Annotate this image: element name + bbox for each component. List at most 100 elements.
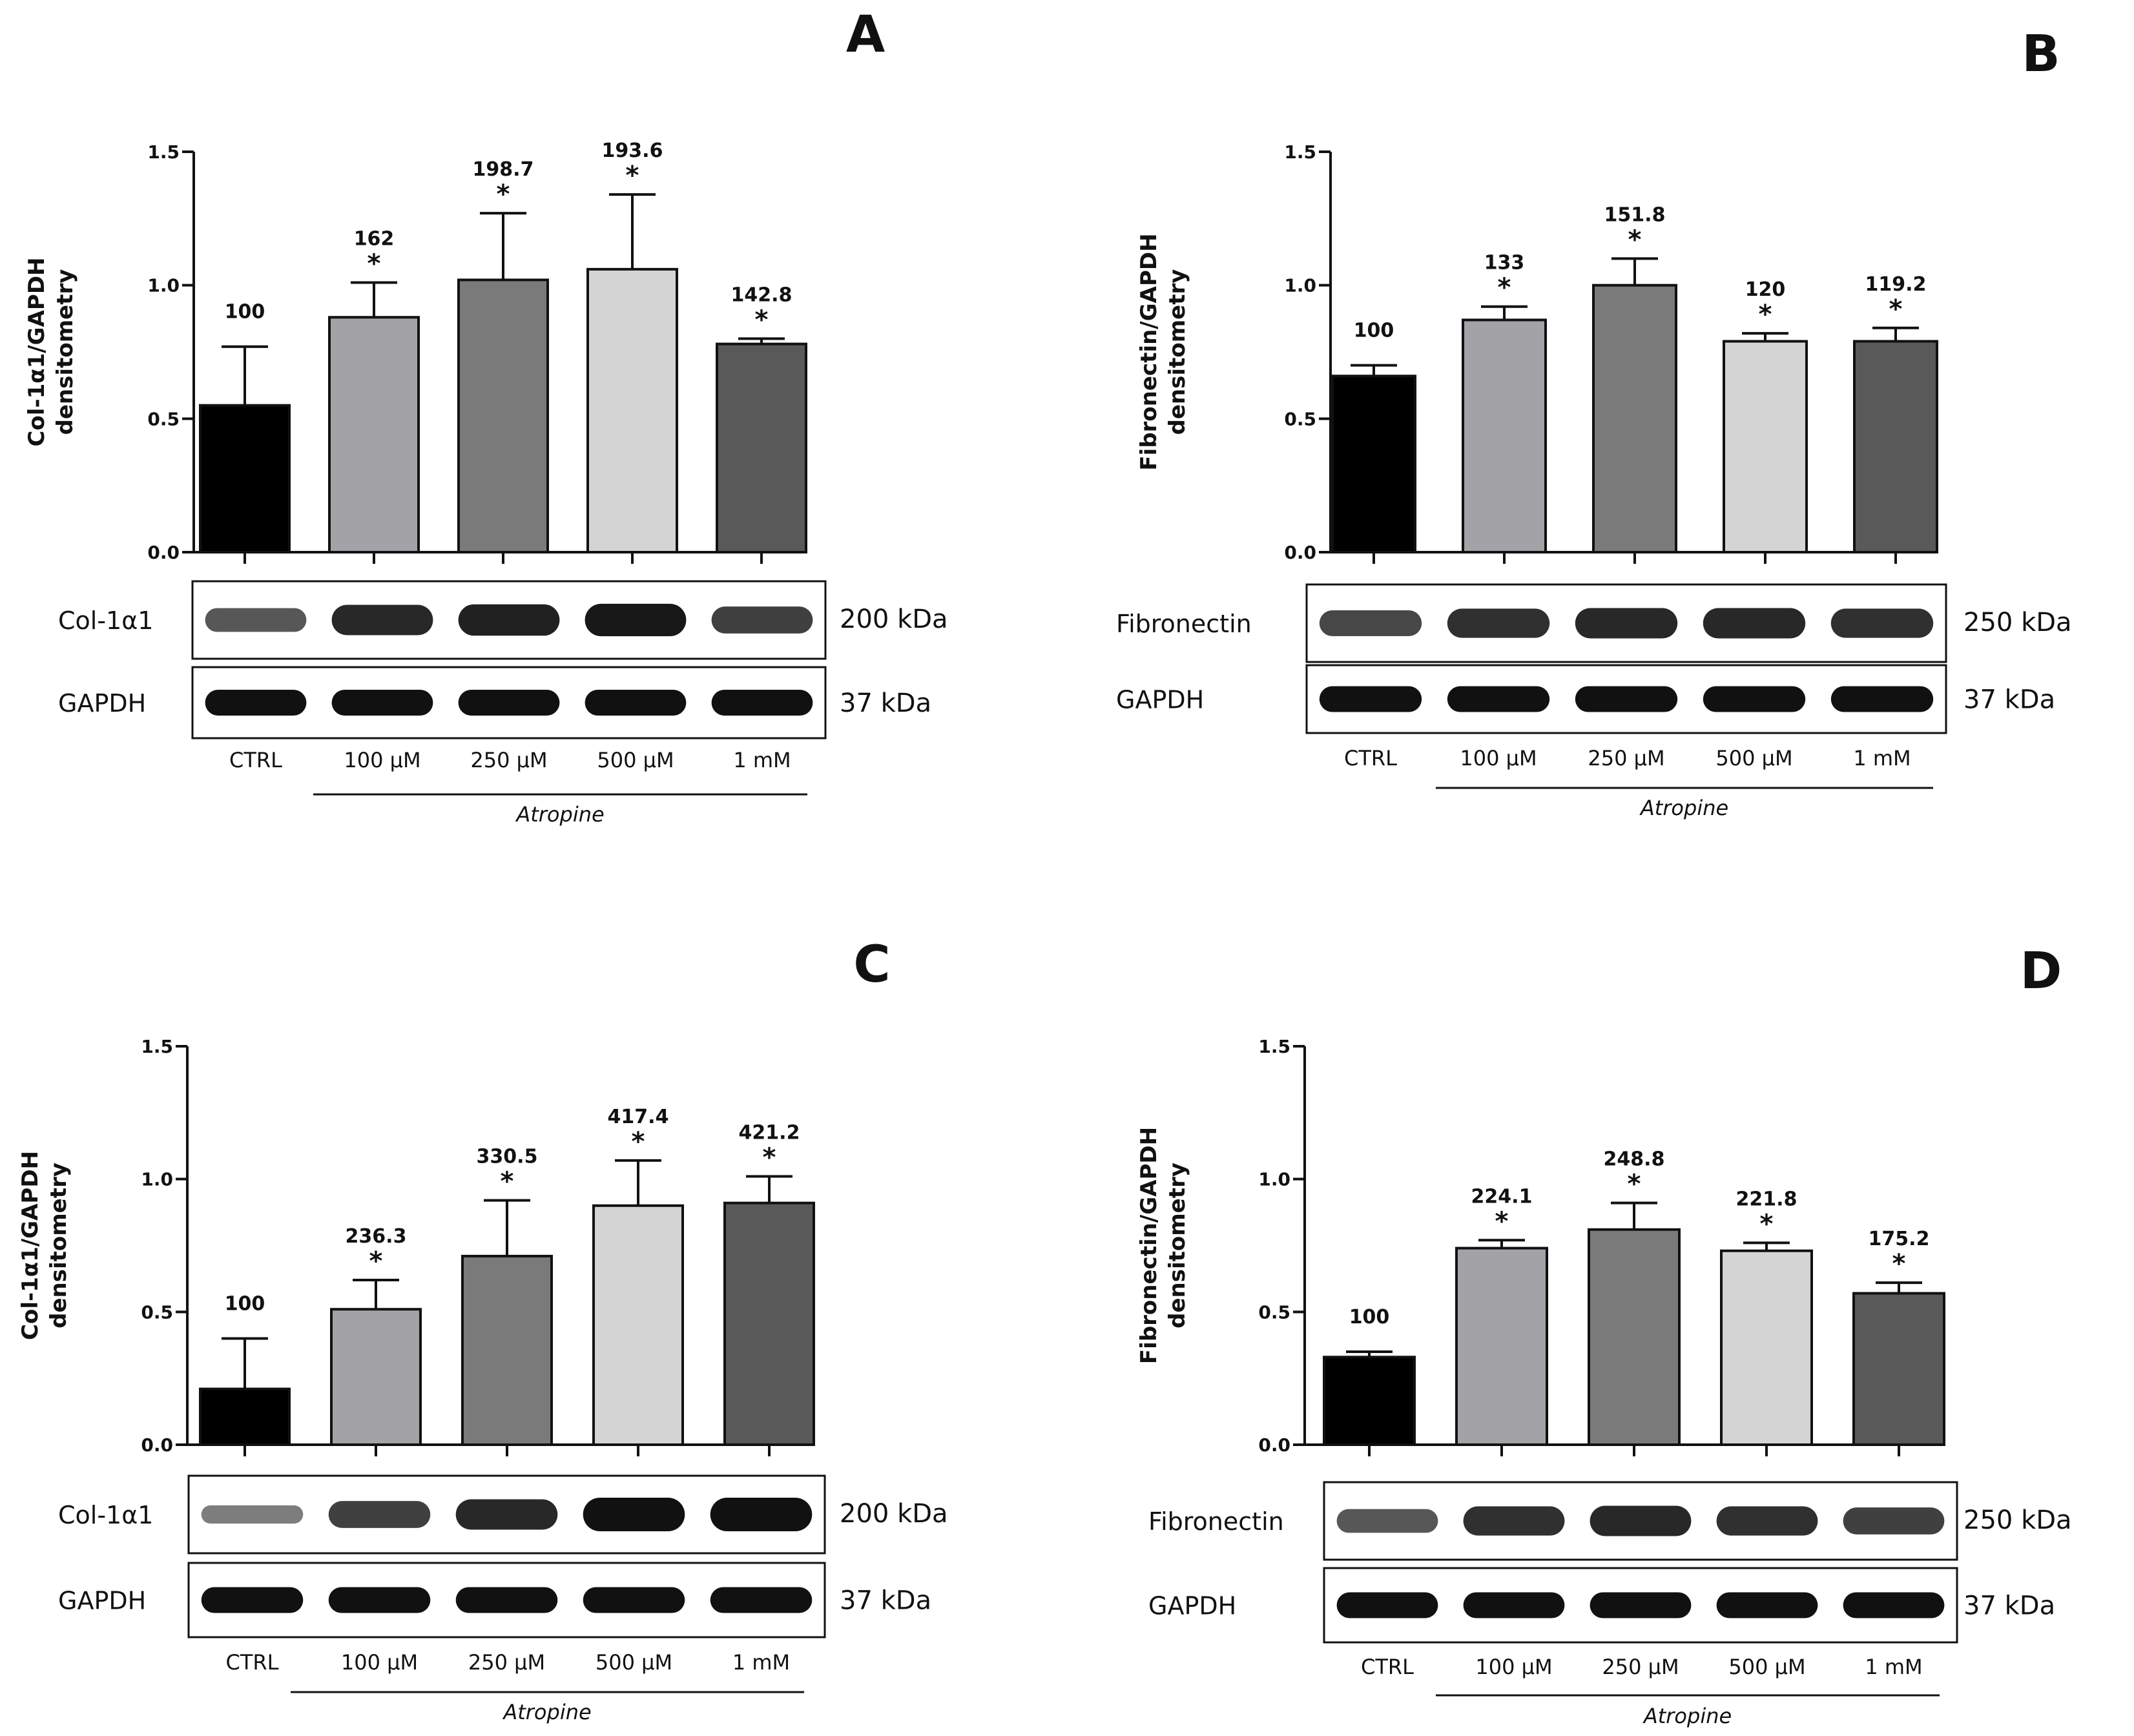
y-axis-label-line: densitometry: [46, 1162, 72, 1328]
category-label: 250 µM: [468, 1650, 545, 1675]
category-label: 1 mM: [1853, 746, 1911, 770]
significance-marker: *: [1628, 225, 1642, 254]
data-label: 330.5: [477, 1146, 538, 1168]
category-label: 100 µM: [1475, 1655, 1552, 1679]
significance-marker: *: [368, 249, 381, 279]
y-axis-label: Col-1α1/GAPDH densitometry: [17, 1151, 72, 1340]
data-label: 100: [225, 301, 265, 324]
significance-marker: *: [626, 161, 639, 191]
panel-a: A 0.0 0.5 1.0 1.5 Col-1α1/GAPDH densitometry 10…: [24, 6, 948, 827]
y-axis-label: Fibronectin/GAPDH densitometry: [1136, 1127, 1190, 1364]
significance-marker: *: [1889, 294, 1903, 324]
bar: [1455, 1246, 1548, 1446]
data-label: 100: [225, 1292, 265, 1315]
significance-marker: *: [632, 1127, 645, 1157]
y-axis-label-line: densitometry: [1165, 269, 1190, 435]
data-label: 175.2: [1869, 1228, 1930, 1250]
bar: [199, 404, 291, 554]
bar: [586, 267, 678, 553]
y-tick-label: 1.0: [1284, 275, 1316, 296]
y-tick-label: 0.0: [141, 1434, 173, 1456]
category-label: CTRL: [1361, 1655, 1414, 1679]
bar: [1592, 284, 1677, 553]
bar: [199, 1387, 291, 1447]
blot-band-target: [710, 1498, 813, 1531]
data-label: 421.2: [739, 1122, 800, 1144]
y-tick-label: 0.5: [147, 408, 180, 429]
blot-band-gapdh: [711, 690, 813, 716]
bar: [1462, 318, 1547, 553]
blot-band-gapdh: [205, 690, 307, 716]
data-label: 198.7: [473, 158, 534, 181]
data-label: 133: [1484, 252, 1525, 274]
treatment-label: Atropine: [1639, 796, 1728, 820]
category-label: 250 µM: [470, 748, 547, 772]
blot-band-target: [711, 606, 813, 634]
significance-marker: *: [1495, 1206, 1509, 1236]
bar: [1853, 340, 1938, 553]
panel-d: D 0.0 0.5 1.0 1.5 Fibronectin/GAPDH densitomet…: [1136, 942, 2072, 1728]
y-axis-label-line: Fibronectin/GAPDH: [1136, 1127, 1162, 1364]
blot-label-gapdh: GAPDH: [1148, 1592, 1236, 1620]
treatment-label: Atropine: [502, 1700, 591, 1724]
y-axis-label-line: Col-1α1/GAPDH: [17, 1151, 43, 1340]
blot-band-target: [458, 604, 560, 636]
data-label: 236.3: [346, 1225, 407, 1248]
panel-b: B 0.0 0.5 1.0 1.5 Fibronectin/GAPDH densitomet…: [1116, 25, 2072, 820]
panel-c: C 0.0 0.5 1.0 1.5 Col-1α1/GAPDH densitometry 10…: [17, 936, 948, 1724]
blot-band-target: [328, 1501, 431, 1528]
blot-label-target: Fibronectin: [1116, 610, 1252, 638]
y-tick-label: 0.0: [1284, 542, 1316, 563]
bar: [330, 1308, 422, 1446]
blot-band-target: [583, 1498, 685, 1531]
bar: [328, 316, 420, 553]
blot-band-target: [1716, 1506, 1818, 1536]
category-label: 100 µM: [1460, 746, 1537, 770]
blot-band-target: [585, 603, 687, 637]
bar: [457, 278, 549, 553]
y-tick-label: 1.5: [147, 141, 180, 163]
data-label: 248.8: [1604, 1148, 1665, 1171]
category-label: 1 mM: [1865, 1655, 1922, 1679]
blot-label-gapdh: GAPDH: [1116, 686, 1204, 714]
significance-marker: *: [497, 180, 510, 209]
y-tick-label: 0.5: [1284, 408, 1316, 429]
blot-kda-target: 250 kDa: [1963, 1505, 2072, 1535]
treatment-label: Atropine: [1642, 1704, 1732, 1728]
significance-marker: *: [1760, 1209, 1774, 1239]
significance-marker: *: [1498, 273, 1511, 303]
blot-band-target: [1319, 610, 1422, 637]
y-axis-label: Col-1α1/GAPDH densitometry: [24, 258, 78, 447]
blot-kda-target: 200 kDa: [840, 1499, 948, 1529]
bar: [716, 342, 807, 553]
bar: [1720, 1249, 1813, 1447]
blot-band-gapdh: [1447, 686, 1550, 712]
significance-marker: *: [755, 305, 769, 335]
y-tick-label: 1.5: [1258, 1036, 1290, 1057]
blot-band-gapdh: [1336, 1592, 1438, 1618]
y-tick-label: 0.5: [1258, 1301, 1290, 1323]
category-label: 250 µM: [1588, 746, 1664, 770]
y-tick-label: 1.0: [147, 275, 180, 296]
y-tick-label: 0.5: [141, 1301, 173, 1323]
blot-kda-target: 200 kDa: [840, 604, 948, 634]
blot-kda-gapdh: 37 kDa: [1963, 1591, 2055, 1621]
bar: [1588, 1228, 1681, 1446]
data-label: 162: [354, 228, 395, 251]
blot-kda-gapdh: 37 kDa: [840, 1586, 931, 1616]
y-tick-label: 1.5: [1284, 141, 1316, 163]
blot-band-gapdh: [1830, 686, 1934, 712]
panel-letter: B: [2022, 25, 2060, 83]
significance-marker: *: [1759, 300, 1772, 329]
blot-label-target: Col-1α1: [58, 606, 153, 635]
data-label: 221.8: [1736, 1188, 1797, 1210]
data-label: 224.1: [1471, 1185, 1533, 1208]
blot-band-gapdh: [458, 690, 560, 716]
blot-band-target: [1843, 1507, 1945, 1534]
y-axis-label-line: densitometry: [52, 269, 78, 435]
significance-marker: *: [1892, 1249, 1906, 1279]
data-label: 151.8: [1604, 203, 1666, 226]
category-label: CTRL: [226, 1650, 279, 1675]
category-label: 100 µM: [341, 1650, 418, 1675]
panel-letter: C: [853, 936, 890, 994]
